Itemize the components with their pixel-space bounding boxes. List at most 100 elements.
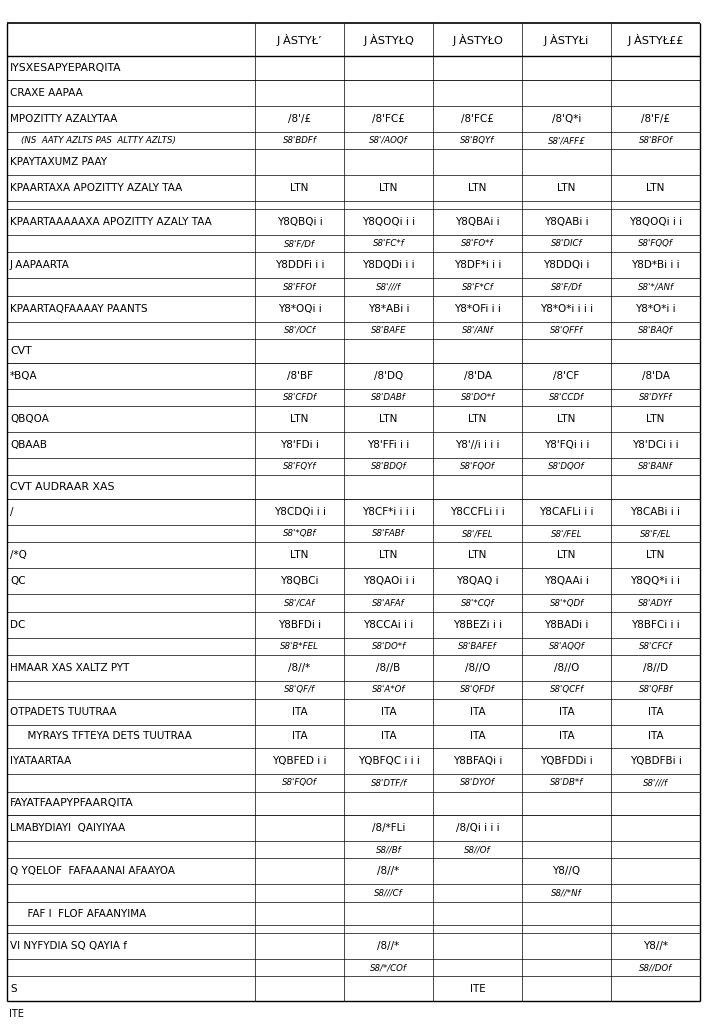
Text: QC: QC	[10, 576, 25, 587]
Text: S8'AQQf: S8'AQQf	[549, 642, 585, 651]
Text: S8'FC*f: S8'FC*f	[373, 239, 404, 248]
Text: Y8*O*i i: Y8*O*i i	[635, 304, 676, 313]
Text: S8'CFDf: S8'CFDf	[283, 393, 317, 402]
Text: LTN: LTN	[291, 414, 309, 424]
Text: S8'CCDf: S8'CCDf	[549, 393, 584, 402]
Text: /8//O: /8//O	[465, 663, 490, 673]
Text: KPAARTAXA APOZITTY AZALY TAA: KPAARTAXA APOZITTY AZALY TAA	[10, 184, 182, 194]
Text: /8'DQ: /8'DQ	[374, 371, 403, 380]
Text: Y8QOQi i i: Y8QOQi i i	[362, 217, 415, 227]
Text: J ÀSTYŁ££: J ÀSTYŁ££	[627, 34, 684, 45]
Text: S8'*/ANf: S8'*/ANf	[638, 282, 674, 292]
Text: /8//*: /8//*	[378, 941, 399, 951]
Text: YQBFDDi i: YQBFDDi i	[540, 756, 593, 766]
Text: ITA: ITA	[469, 731, 486, 741]
Text: OTPADETS TUUTRAA: OTPADETS TUUTRAA	[10, 706, 117, 717]
Text: /8'FC£: /8'FC£	[461, 114, 494, 124]
Text: LTN: LTN	[380, 184, 398, 194]
Text: S8'ADYf: S8'ADYf	[638, 599, 672, 607]
Text: /8'DA: /8'DA	[641, 371, 670, 380]
Text: S8'/ANf: S8'/ANf	[462, 326, 493, 335]
Text: S8'DO*f: S8'DO*f	[460, 393, 495, 402]
Text: KPAYTAXUMZ PAAY: KPAYTAXUMZ PAAY	[10, 158, 107, 167]
Text: S8'BFOf: S8'BFOf	[638, 136, 672, 145]
Text: Y8QOQi i i: Y8QOQi i i	[629, 217, 682, 227]
Text: S8'QF/f: S8'QF/f	[284, 686, 315, 694]
Text: /8//D: /8//D	[643, 663, 668, 673]
Text: S8'*QBf: S8'*QBf	[283, 529, 316, 538]
Text: S8//Bf: S8//Bf	[375, 845, 402, 855]
Text: S8'FFOf: S8'FFOf	[283, 282, 316, 292]
Text: Y8CF*i i i i: Y8CF*i i i i	[362, 507, 415, 517]
Text: S8'FQQf: S8'FQQf	[638, 239, 673, 248]
Text: J ÀSTYŁ’: J ÀSTYŁ’	[276, 34, 322, 45]
Text: S8'F*Cf: S8'F*Cf	[462, 282, 493, 292]
Text: S8'CFCf: S8'CFCf	[639, 642, 672, 651]
Text: Y8DDQi i: Y8DDQi i	[544, 261, 590, 270]
Text: Y8QABi i: Y8QABi i	[544, 217, 589, 227]
Text: /8'BF: /8'BF	[286, 371, 312, 380]
Text: /8'/£: /8'/£	[288, 114, 311, 124]
Text: S8'BDQf: S8'BDQf	[370, 462, 407, 471]
Text: Y8DQDi i i: Y8DQDi i i	[362, 261, 415, 270]
Text: Y8QBAi i: Y8QBAi i	[455, 217, 500, 227]
Text: CRAXE AAPAA: CRAXE AAPAA	[10, 88, 83, 98]
Text: S8'/OCf: S8'/OCf	[284, 326, 315, 335]
Text: J AAPAARTA: J AAPAARTA	[10, 261, 70, 270]
Text: LTN: LTN	[468, 414, 486, 424]
Text: S8'*QDf: S8'*QDf	[549, 599, 583, 607]
Text: Y8D*Bi i i: Y8D*Bi i i	[631, 261, 680, 270]
Text: Y8BEZi i i: Y8BEZi i i	[453, 620, 502, 630]
Text: S8//*Nf: S8//*Nf	[551, 889, 582, 898]
Text: YQBDFBi i: YQBDFBi i	[629, 756, 682, 766]
Text: YQBFQC i i i: YQBFQC i i i	[358, 756, 419, 766]
Text: S8'F/EL: S8'F/EL	[640, 529, 671, 538]
Text: S8'DTF/f: S8'DTF/f	[370, 778, 407, 788]
Text: Y8CAFLi i i: Y8CAFLi i i	[539, 507, 594, 517]
Text: HMAAR XAS XALTZ PYT: HMAAR XAS XALTZ PYT	[10, 663, 129, 673]
Text: LTN: LTN	[468, 551, 486, 561]
Text: S8'/AOQf: S8'/AOQf	[369, 136, 408, 145]
Text: MPOZITTY AZALYTAA: MPOZITTY AZALYTAA	[10, 114, 117, 124]
Text: Y8QQ*i i i: Y8QQ*i i i	[631, 576, 681, 587]
Text: S8'DO*f: S8'DO*f	[371, 642, 406, 651]
Text: S8//DOf: S8//DOf	[639, 963, 672, 972]
Text: Y8BFCi i i: Y8BFCi i i	[631, 620, 680, 630]
Text: LTN: LTN	[291, 184, 309, 194]
Text: S8'DABf: S8'DABf	[371, 393, 406, 402]
Text: S8'BQYf: S8'BQYf	[460, 136, 495, 145]
Text: DC: DC	[10, 620, 25, 630]
Text: S8//Of: S8//Of	[464, 845, 491, 855]
Text: Y8QAQ i: Y8QAQ i	[456, 576, 499, 587]
Text: YQBFED i i: YQBFED i i	[272, 756, 327, 766]
Text: ITA: ITA	[292, 731, 308, 741]
Text: S8'A*Of: S8'A*Of	[372, 686, 405, 694]
Text: Y8*ABi i: Y8*ABi i	[368, 304, 409, 313]
Text: IYSXESAPYEPARQITA: IYSXESAPYEPARQITA	[10, 63, 122, 73]
Text: LTN: LTN	[646, 414, 665, 424]
Text: S8'DQOf: S8'DQOf	[548, 462, 585, 471]
Text: ITA: ITA	[648, 731, 663, 741]
Text: Y8'DCi i i: Y8'DCi i i	[632, 440, 679, 451]
Text: S8'DB*f: S8'DB*f	[550, 778, 583, 788]
Text: Y8//Q: Y8//Q	[552, 866, 580, 876]
Text: LTN: LTN	[468, 184, 486, 194]
Text: /8/*FLi: /8/*FLi	[372, 823, 405, 833]
Text: S8'FABf: S8'FABf	[373, 529, 405, 538]
Text: S8'BAFEf: S8'BAFEf	[458, 642, 497, 651]
Text: S8'/FEL: S8'/FEL	[462, 529, 493, 538]
Text: Y8//*: Y8//*	[643, 941, 668, 951]
Text: FAF I  FLOF AFAANYIMA: FAF I FLOF AFAANYIMA	[21, 908, 146, 919]
Text: ITA: ITA	[559, 706, 574, 717]
Text: CVT AUDRAAR XAS: CVT AUDRAAR XAS	[10, 483, 115, 492]
Text: /8'DA: /8'DA	[464, 371, 491, 380]
Text: S8'BAFE: S8'BAFE	[370, 326, 407, 335]
Text: /8//*: /8//*	[378, 866, 399, 876]
Text: Y8CCFLi i i: Y8CCFLi i i	[450, 507, 505, 517]
Text: KPAARTAQFAAAAY PAANTS: KPAARTAQFAAAAY PAANTS	[10, 304, 148, 313]
Text: LTN: LTN	[646, 551, 665, 561]
Text: Y8BADi i: Y8BADi i	[544, 620, 589, 630]
Text: S8///Cf: S8///Cf	[374, 889, 403, 898]
Text: Y8CDQi i i: Y8CDQi i i	[274, 507, 326, 517]
Text: *BQA: *BQA	[10, 371, 37, 380]
